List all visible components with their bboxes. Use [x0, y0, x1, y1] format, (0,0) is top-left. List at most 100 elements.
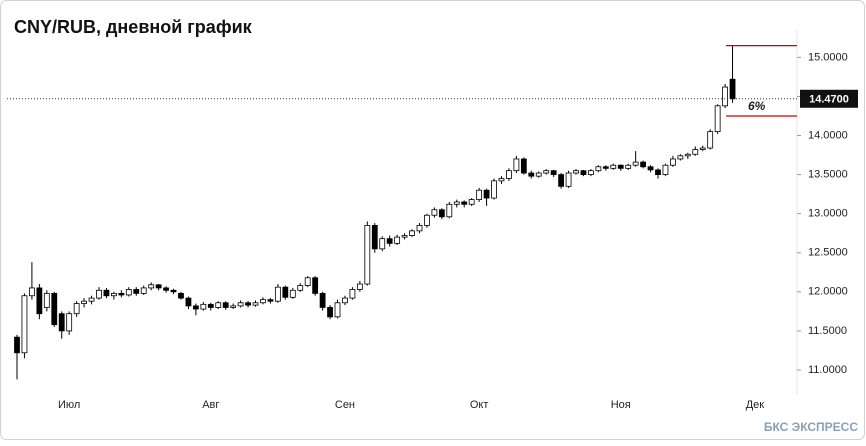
x-tick-label: Сен: [335, 399, 355, 411]
candle-body: [304, 277, 311, 286]
candle-body: [640, 161, 647, 168]
candle-body: [215, 302, 222, 308]
candle-body: [647, 166, 654, 171]
candle-body: [364, 224, 371, 285]
candle-body: [170, 289, 177, 293]
candle-body: [342, 297, 348, 304]
current-price-tag: [800, 89, 858, 108]
candle-body: [438, 209, 445, 218]
x-tick-label: Авг: [202, 399, 219, 411]
candle-body: [163, 287, 169, 291]
candle-body: [192, 305, 199, 310]
brand: БКС ЭКСПРЕСС: [764, 420, 858, 434]
candle-body: [476, 189, 483, 201]
candle-body: [297, 285, 304, 291]
y-tick-label: 15.0000: [808, 51, 848, 63]
candle-body: [461, 201, 468, 205]
range-label: 6%: [748, 99, 766, 113]
candle-body: [36, 287, 43, 315]
x-tick-label: Ноя: [611, 399, 631, 411]
candle-body: [483, 189, 490, 199]
candle-body: [178, 292, 184, 299]
candle-body: [424, 214, 430, 226]
candle-body: [222, 302, 229, 308]
candle-body: [491, 180, 497, 199]
candle-body: [729, 78, 736, 100]
candle-body: [662, 164, 669, 175]
candle-body: [446, 203, 453, 218]
candle-body: [670, 158, 676, 166]
candle-body: [148, 284, 155, 289]
candle-body: [453, 201, 460, 205]
candle-body: [51, 292, 58, 326]
candle-body: [401, 235, 408, 238]
candle-body: [625, 164, 632, 169]
candle-body: [699, 147, 706, 150]
y-tick-label: 11.5000: [808, 325, 847, 337]
candle-body: [714, 105, 721, 133]
candle-body: [528, 172, 535, 177]
candle-body: [14, 336, 20, 354]
x-tick-label: Окт: [470, 399, 489, 411]
candle-body: [543, 170, 550, 174]
candle-body: [707, 131, 714, 149]
candle-body: [103, 289, 110, 297]
chart-title: CNY/RUB, дневной график: [14, 17, 253, 37]
candle-body: [88, 297, 95, 302]
candle-body: [21, 295, 28, 354]
candle-body: [110, 292, 117, 297]
candle-body: [468, 199, 475, 205]
candle-body: [394, 236, 401, 244]
candle-body: [274, 286, 281, 302]
candle-body: [506, 170, 512, 179]
candle-body: [722, 86, 728, 107]
candle-body: [684, 153, 691, 157]
candle-body: [66, 313, 73, 332]
candle-body: [602, 166, 609, 169]
x-tick-label: Дек: [746, 399, 765, 411]
candle-body: [327, 307, 333, 318]
y-tick-label: 11.0000: [808, 364, 847, 376]
candle-body: [200, 303, 207, 310]
candle-body: [692, 149, 699, 155]
candle-body: [520, 158, 527, 174]
candle-body: [550, 170, 557, 175]
candle-body: [118, 292, 125, 296]
candle-body: [677, 155, 684, 160]
candle-body: [513, 158, 520, 172]
candle-body: [245, 302, 251, 306]
candle-body: [379, 238, 386, 250]
candle-body: [558, 174, 565, 187]
candle-body: [58, 313, 65, 332]
candle-body: [96, 289, 102, 299]
candle-body: [140, 287, 147, 294]
candle-body: [535, 172, 542, 177]
candle-body: [498, 178, 505, 182]
candle-body: [580, 170, 587, 175]
candle-body: [237, 302, 244, 307]
y-tick-label: 13.0000: [808, 208, 848, 220]
candle-body: [289, 289, 296, 298]
candle-body: [81, 300, 87, 304]
candle-body: [319, 292, 326, 308]
candle-body: [312, 277, 319, 294]
candle-body: [155, 284, 162, 289]
candle-body: [29, 287, 35, 297]
candle-body: [43, 292, 50, 308]
candle-body: [386, 238, 393, 244]
candle-body: [356, 283, 363, 290]
y-tick-label: 12.5000: [808, 247, 848, 259]
candle-body: [133, 289, 140, 294]
candle-body: [409, 230, 415, 236]
candle-body: [73, 303, 80, 315]
y-tick-label: 13.5000: [808, 168, 848, 180]
candle-body: [230, 305, 237, 308]
candle-body: [431, 209, 438, 216]
candle-body: [617, 164, 624, 169]
candle-body: [371, 224, 378, 250]
y-tick-label: 12.0000: [808, 286, 848, 298]
candle-body: [282, 286, 289, 298]
